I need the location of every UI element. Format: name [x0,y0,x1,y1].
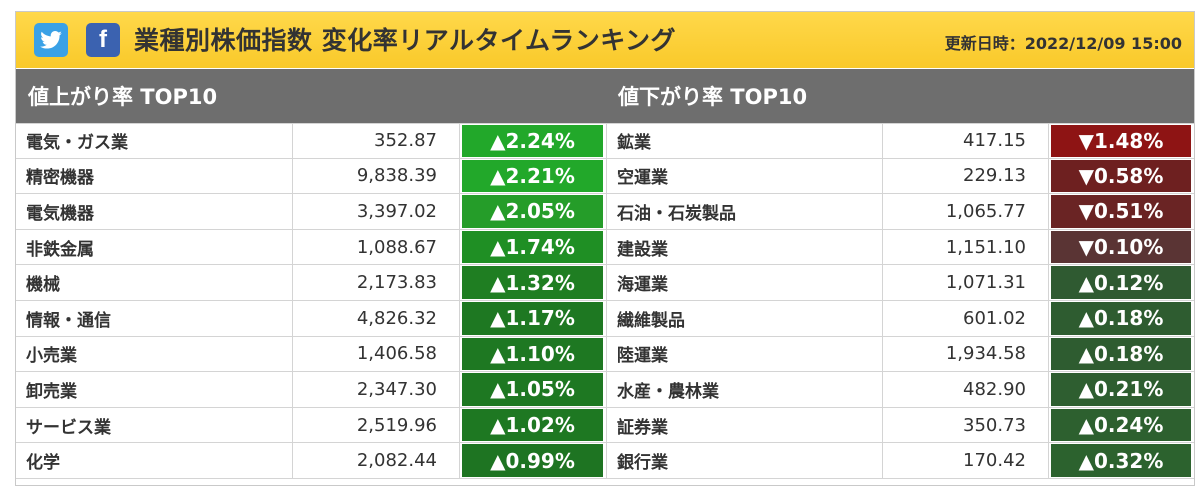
sector-name[interactable]: 電気機器 [16,194,293,229]
table-row[interactable]: 繊維製品 601.02 ▲0.18% [607,300,1194,337]
change-rate-badge: ▲2.21% [462,159,603,193]
sector-name[interactable]: サービス業 [16,407,293,443]
table-row[interactable]: サービス業 2,519.96 ▲1.02% [16,407,606,444]
table-row[interactable]: 情報・通信 4,826.32 ▲1.17% [16,300,606,337]
index-value: 482.90 [883,372,1049,407]
change-rate-badge: ▲2.24% [462,125,603,157]
index-value: 1,934.58 [883,336,1049,372]
losers-heading: 値下がり率 TOP10 [606,69,1194,123]
sector-name[interactable]: 鉱業 [607,124,883,158]
facebook-share-button[interactable]: f [86,23,120,57]
table-row[interactable]: 銀行業 170.42 ▲0.32% [607,443,1194,479]
index-value: 9,838.39 [293,158,460,194]
sector-name[interactable]: 小売業 [16,336,293,372]
change-rate-badge: ▲1.05% [462,373,603,406]
sector-name[interactable]: 卸売業 [16,372,293,407]
index-value: 1,071.31 [883,265,1049,300]
change-rate-badge: ▲0.24% [1051,408,1191,442]
index-value: 4,826.32 [293,300,460,336]
change-rate-badge: ▼0.10% [1051,230,1191,264]
change-rate-badge: ▲1.17% [462,301,603,335]
updated-timestamp: 更新日時：2022/12/09 15:00 [944,34,1182,53]
index-value: 352.87 [293,124,460,158]
index-value: 350.73 [883,407,1049,443]
sector-name[interactable]: 非鉄金属 [16,229,293,265]
table-row[interactable]: 電気機器 3,397.02 ▲2.05% [16,194,606,230]
change-rate-badge: ▲1.10% [462,337,603,371]
table-row[interactable]: 水産・農林業 482.90 ▲0.21% [607,372,1194,408]
table-row[interactable]: 化学 2,082.44 ▲0.99% [16,443,606,479]
index-value: 2,519.96 [293,407,460,443]
sector-name[interactable]: 証券業 [607,407,883,443]
index-value: 2,347.30 [293,372,460,407]
index-value: 1,065.77 [883,194,1049,229]
table-row[interactable]: 電気・ガス業 352.87 ▲2.24% [16,123,606,159]
index-value: 3,397.02 [293,194,460,229]
table-row[interactable]: 建設業 1,151.10 ▼0.10% [607,229,1194,266]
twitter-bird-icon [40,31,62,49]
index-value: 1,088.67 [293,229,460,265]
table-row[interactable]: 小売業 1,406.58 ▲1.10% [16,336,606,373]
sector-name[interactable]: 水産・農林業 [607,372,883,407]
index-value: 2,173.83 [293,265,460,300]
change-rate-badge: ▲0.21% [1051,373,1191,406]
change-rate-badge: ▲1.32% [462,266,603,299]
index-value: 229.13 [883,158,1049,194]
sector-name[interactable]: 銀行業 [607,443,883,478]
sector-name[interactable]: 機械 [16,265,293,300]
sector-name[interactable]: 繊維製品 [607,300,883,336]
table-row[interactable]: 海運業 1,071.31 ▲0.12% [607,265,1194,301]
table-row[interactable]: 非鉄金属 1,088.67 ▲1.74% [16,229,606,266]
table-row[interactable]: 精密機器 9,838.39 ▲2.21% [16,158,606,195]
table-row[interactable]: 機械 2,173.83 ▲1.32% [16,265,606,301]
change-rate-badge: ▲1.02% [462,408,603,442]
sector-name[interactable]: 化学 [16,443,293,478]
index-value: 170.42 [883,443,1049,478]
change-rate-badge: ▲0.99% [462,444,603,477]
table-row[interactable]: 卸売業 2,347.30 ▲1.05% [16,372,606,408]
gainers-panel: 値上がり率 TOP10 電気・ガス業 352.87 ▲2.24% 精密機器 9,838.… [16,69,606,479]
change-rate-badge: ▲2.05% [462,195,603,228]
page-title: 業種別株価指数 変化率リアルタイムランキング [134,26,676,55]
change-rate-badge: ▲0.18% [1051,337,1191,371]
ranking-widget: f 業種別株価指数 変化率リアルタイムランキング 更新日時：2022/12/09… [15,11,1195,486]
change-rate-badge: ▼1.48% [1051,125,1191,157]
change-rate-badge: ▲0.12% [1051,266,1191,299]
index-value: 2,082.44 [293,443,460,478]
table-row[interactable]: 陸運業 1,934.58 ▲0.18% [607,336,1194,373]
sector-name[interactable]: 建設業 [607,229,883,265]
table-row[interactable]: 鉱業 417.15 ▼1.48% [607,123,1194,159]
sector-name[interactable]: 空運業 [607,158,883,194]
sector-name[interactable]: 石油・石炭製品 [607,194,883,229]
index-value: 1,406.58 [293,336,460,372]
index-value: 1,151.10 [883,229,1049,265]
sector-name[interactable]: 陸運業 [607,336,883,372]
index-value: 601.02 [883,300,1049,336]
change-rate-badge: ▲0.32% [1051,444,1191,477]
losers-table: 鉱業 417.15 ▼1.48% 空運業 229.13 ▼0.58% 石油・石炭製品 1,06… [606,123,1194,479]
change-rate-badge: ▲1.74% [462,230,603,264]
table-row[interactable]: 証券業 350.73 ▲0.24% [607,407,1194,444]
change-rate-badge: ▲0.18% [1051,301,1191,335]
change-rate-badge: ▼0.58% [1051,159,1191,193]
table-row[interactable]: 空運業 229.13 ▼0.58% [607,158,1194,195]
table-row[interactable]: 石油・石炭製品 1,065.77 ▼0.51% [607,194,1194,230]
index-value: 417.15 [883,124,1049,158]
sector-name[interactable]: 情報・通信 [16,300,293,336]
sector-name[interactable]: 精密機器 [16,158,293,194]
gainers-table: 電気・ガス業 352.87 ▲2.24% 精密機器 9,838.39 ▲2.21% 電気機器… [16,123,606,479]
gainers-heading: 値上がり率 TOP10 [16,69,606,123]
twitter-share-button[interactable] [34,23,68,57]
sector-name[interactable]: 海運業 [607,265,883,300]
losers-panel: 値下がり率 TOP10 鉱業 417.15 ▼1.48% 空運業 229.13 ▼0.58… [606,69,1194,479]
facebook-f-icon: f [99,26,107,53]
widget-header: f 業種別株価指数 変化率リアルタイムランキング 更新日時：2022/12/09… [16,12,1194,68]
sector-name[interactable]: 電気・ガス業 [16,124,293,158]
change-rate-badge: ▼0.51% [1051,195,1191,228]
